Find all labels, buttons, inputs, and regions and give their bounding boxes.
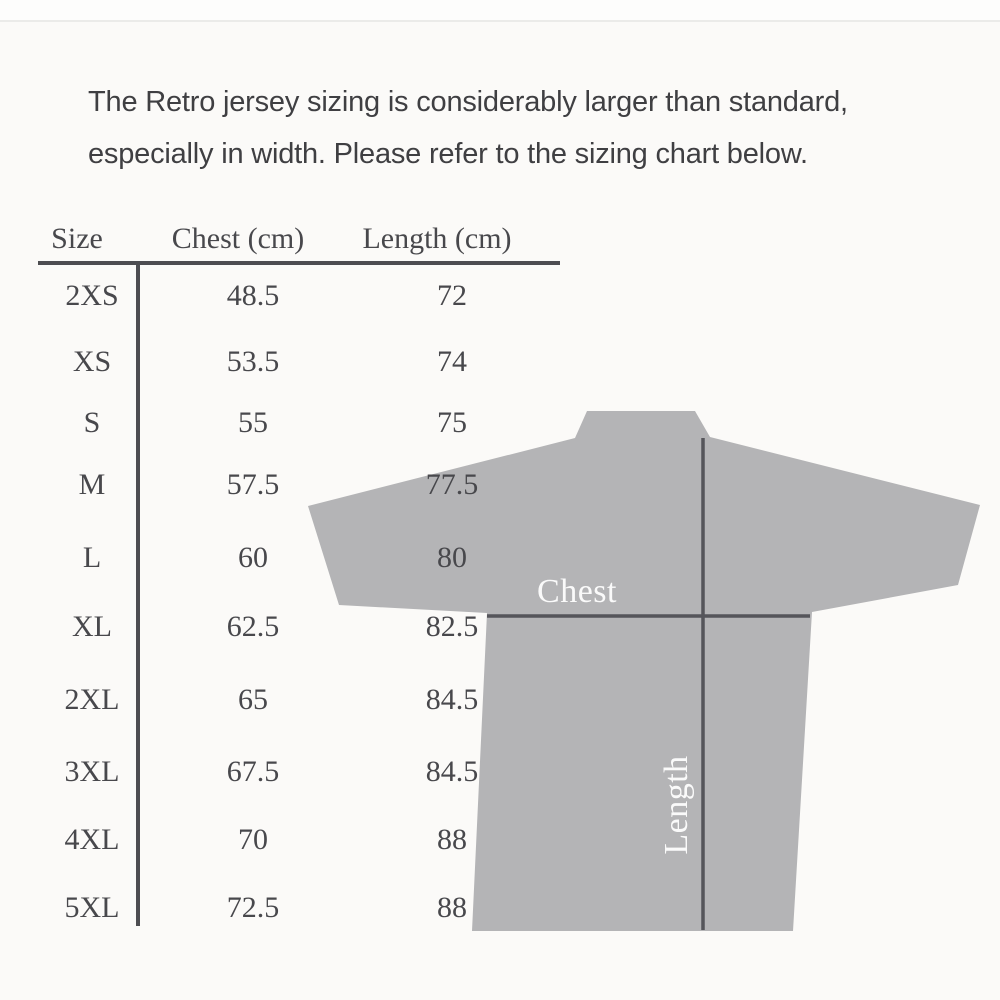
table-cell-length: 88 xyxy=(437,823,467,856)
jersey-silhouette xyxy=(308,411,980,931)
table-cell-size: 4XL xyxy=(64,823,120,856)
column-header-size: Size xyxy=(51,222,103,255)
intro-line-1: The Retro jersey sizing is considerably … xyxy=(88,86,848,118)
table-cell-length: 72 xyxy=(437,279,467,312)
table-cell-length: 84.5 xyxy=(425,755,479,788)
table-cell-length: 88 xyxy=(437,891,467,924)
table-cell-size: XL xyxy=(72,610,112,643)
table-cell-size: M xyxy=(78,468,106,501)
table-cell-chest: 57.5 xyxy=(226,468,280,501)
table-cell-size: 2XS xyxy=(65,279,119,312)
table-cell-length: 77.5 xyxy=(425,468,479,501)
table-cell-size: S xyxy=(83,406,101,439)
table-cell-length: 82.5 xyxy=(425,610,479,643)
table-cell-chest: 65 xyxy=(238,683,268,716)
table-cell-chest: 48.5 xyxy=(226,279,280,312)
table-cell-size: XS xyxy=(72,345,112,378)
table-cell-chest: 62.5 xyxy=(226,610,280,643)
table-cell-chest: 67.5 xyxy=(226,755,280,788)
table-cell-chest: 60 xyxy=(238,541,268,574)
top-divider-line xyxy=(0,20,1000,22)
table-cell-length: 75 xyxy=(437,406,467,439)
table-cell-chest: 72.5 xyxy=(226,891,280,924)
column-header-length: Length (cm) xyxy=(362,222,512,255)
chest-label: Chest xyxy=(537,573,617,610)
table-header-rule xyxy=(38,261,560,265)
table-cell-size: 3XL xyxy=(64,755,120,788)
column-header-chest: Chest (cm) xyxy=(171,222,305,255)
table-cell-length: 80 xyxy=(437,541,467,574)
table-cell-length: 84.5 xyxy=(425,683,479,716)
table-cell-chest: 53.5 xyxy=(226,345,280,378)
table-cell-size: L xyxy=(82,541,102,574)
intro-paragraph: The Retro jersey sizing is considerably … xyxy=(88,76,948,180)
top-strip xyxy=(0,0,1000,20)
table-column-divider xyxy=(136,265,140,926)
intro-line-2: especially in width. Please refer to the… xyxy=(88,138,808,170)
table-cell-size: 5XL xyxy=(64,891,120,924)
table-cell-length: 74 xyxy=(437,345,467,378)
table-cell-chest: 55 xyxy=(238,406,268,439)
table-cell-chest: 70 xyxy=(238,823,268,856)
table-cell-size: 2XL xyxy=(64,683,120,716)
